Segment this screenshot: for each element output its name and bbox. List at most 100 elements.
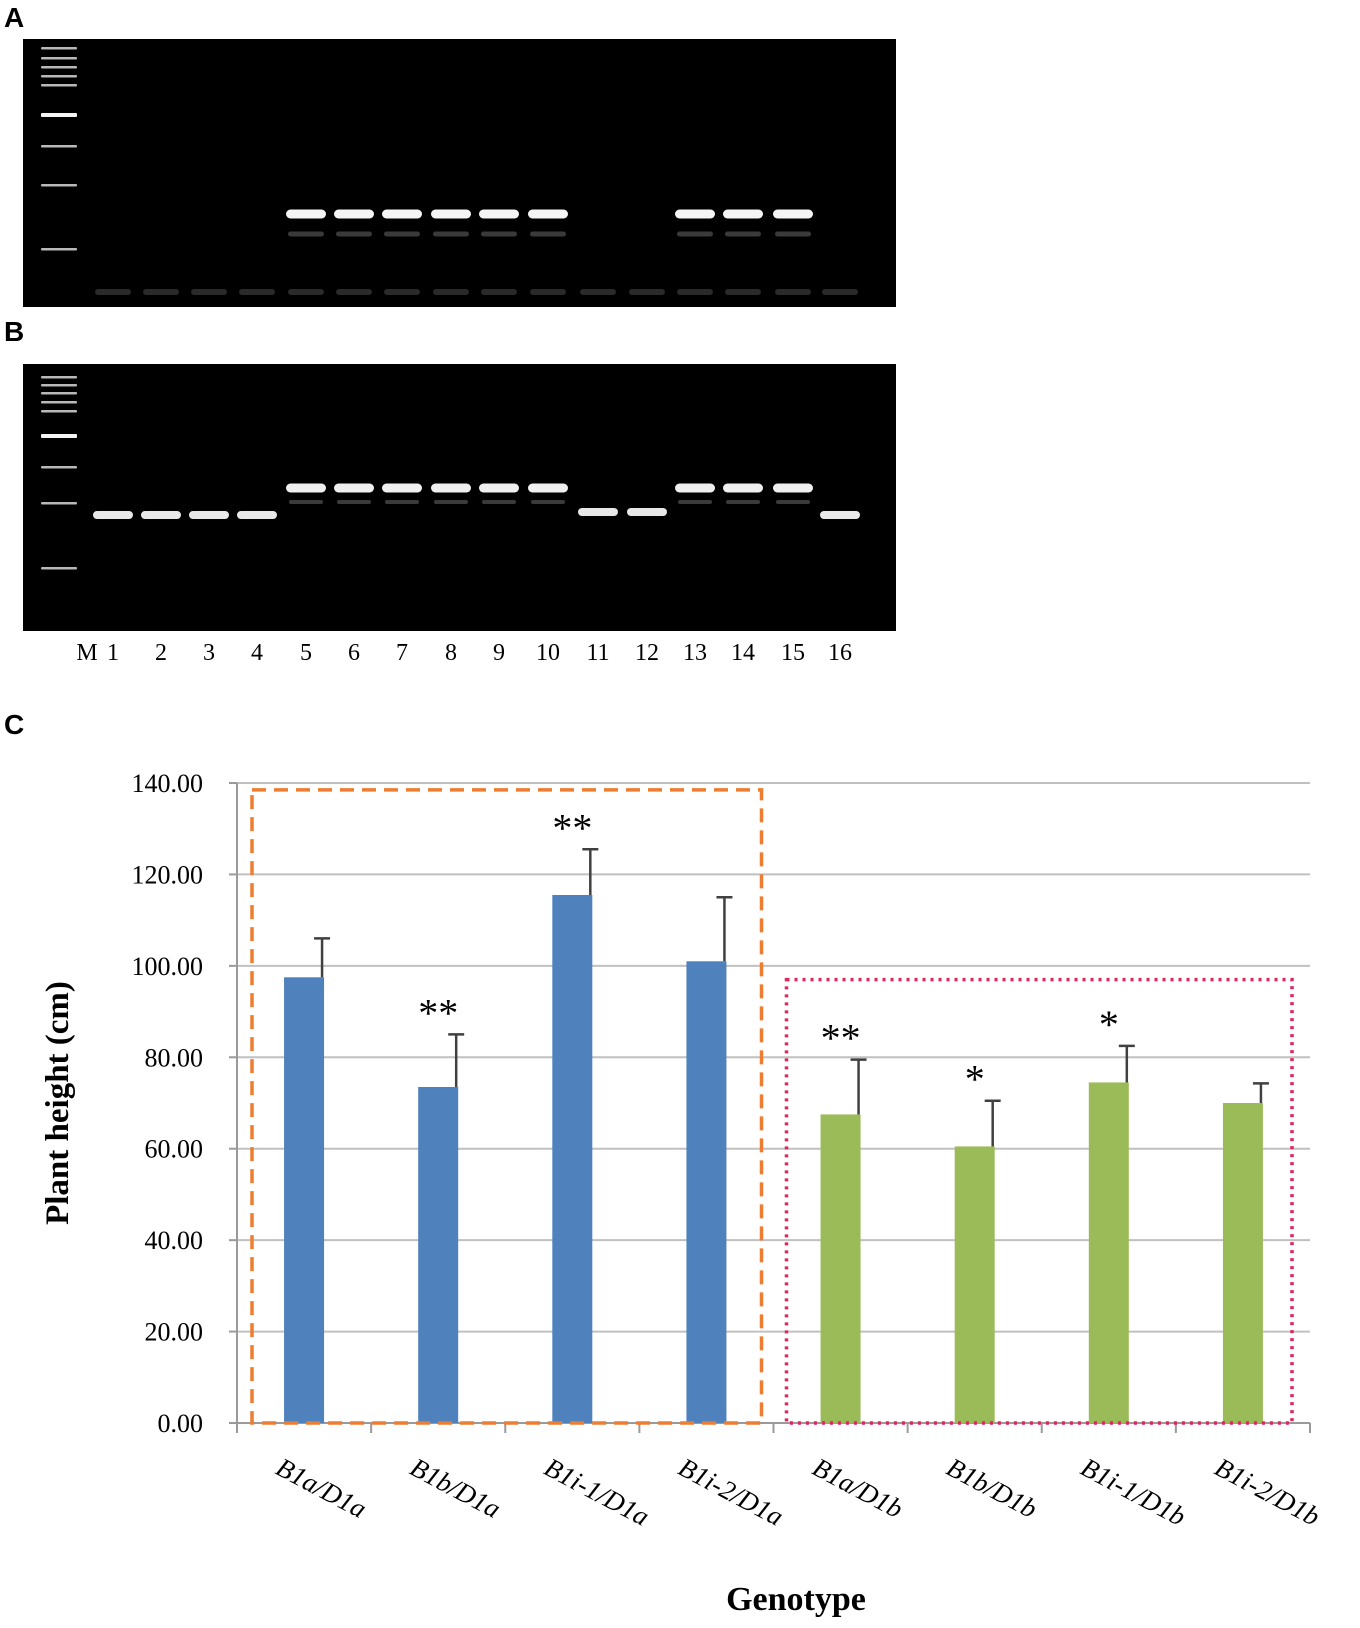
primer-dimer-band [481, 289, 517, 295]
primer-dimer-band [629, 289, 665, 295]
ladder-band [41, 502, 77, 505]
bar [418, 1087, 459, 1423]
faint-band [289, 500, 323, 504]
lane-label: 4 [251, 640, 263, 666]
lane-label: 10 [536, 640, 560, 666]
primer-dimer-band [288, 289, 324, 295]
faint-band [775, 231, 811, 237]
primer-dimer-band [433, 289, 469, 295]
ladder-band [41, 66, 77, 69]
lane-label: 16 [828, 640, 852, 666]
bar [284, 977, 325, 1423]
pcr-band [820, 511, 860, 519]
pcr-band [627, 508, 667, 516]
faint-band [776, 500, 810, 504]
lane-label: 12 [635, 640, 659, 666]
significance-mark: ** [821, 1016, 861, 1061]
primer-dimer-band [822, 289, 858, 295]
ladder-band [41, 410, 77, 413]
y-tick-label: 40.00 [145, 1226, 204, 1255]
ladder-band [41, 47, 77, 50]
faint-band [384, 231, 420, 237]
pcr-band [675, 483, 715, 493]
x-tick-label: B1i-1/D1a [539, 1452, 654, 1532]
pcr-band [141, 511, 181, 519]
x-axis-title: Genotype [726, 1581, 866, 1618]
faint-band [434, 500, 468, 504]
significance-mark: ** [418, 990, 458, 1035]
pcr-band [773, 483, 813, 493]
x-tick-label: B1b/D1b [942, 1452, 1042, 1524]
bar [1088, 1082, 1129, 1423]
y-tick-label: 60.00 [145, 1135, 204, 1164]
y-axis-title: Plant height (cm) [40, 981, 76, 1225]
primer-dimer-band [143, 289, 179, 295]
significance-mark: * [965, 1057, 985, 1102]
pcr-band [382, 209, 422, 219]
lane-label: 9 [493, 640, 505, 666]
pcr-band [431, 209, 471, 219]
pcr-band [479, 209, 519, 219]
pcr-band [723, 483, 763, 493]
lane-label: 2 [155, 640, 167, 666]
primer-dimer-band [530, 289, 566, 295]
pcr-band [334, 483, 374, 493]
primer-dimer-band [775, 289, 811, 295]
lane-label: 7 [396, 640, 408, 666]
ladder-band [41, 248, 77, 251]
pcr-band [431, 483, 471, 493]
bar [954, 1146, 995, 1423]
panel-label-c: C [4, 709, 25, 740]
faint-band [482, 500, 516, 504]
pcr-band [528, 483, 568, 493]
y-tick-label: 140.00 [132, 769, 204, 798]
pcr-band [286, 483, 326, 493]
y-tick-label: 20.00 [145, 1318, 204, 1347]
ladder-band [41, 84, 77, 87]
bar-chart: 0.00 20.00 40.00 60.00 80.00 100.00 120.00 140.… [40, 769, 1325, 1618]
pcr-band [479, 483, 519, 493]
faint-band [726, 500, 760, 504]
gel-image-b [23, 364, 896, 631]
faint-band [677, 231, 713, 237]
x-tick-label: B1a/D1b [808, 1452, 908, 1524]
ladder-band [41, 384, 77, 387]
primer-dimer-band [677, 289, 713, 295]
pcr-band [286, 209, 326, 219]
lane-label: 15 [781, 640, 805, 666]
y-tick-label: 100.00 [132, 952, 204, 981]
pcr-band [723, 209, 763, 219]
ladder-band [41, 434, 77, 438]
x-tick-label: B1i-2/D1b [1210, 1452, 1325, 1532]
gel-a-svg [41, 47, 858, 295]
pcr-band [93, 511, 133, 519]
faint-band [385, 500, 419, 504]
primer-dimer-band [384, 289, 420, 295]
ladder-band [41, 75, 77, 78]
faint-band [530, 231, 566, 237]
primer-dimer-band [95, 289, 131, 295]
lane-label: 6 [348, 640, 360, 666]
primer-dimer-band [239, 289, 275, 295]
bar [1222, 1103, 1263, 1423]
lane-label: 14 [731, 640, 755, 666]
faint-band [433, 231, 469, 237]
ladder-band [41, 392, 77, 395]
x-tick-label: B1i-1/D1b [1076, 1452, 1191, 1532]
gel-b-svg [41, 376, 860, 570]
primer-dimer-band [336, 289, 372, 295]
pcr-band [189, 511, 229, 519]
lane-label: 3 [203, 640, 215, 666]
pcr-band [334, 209, 374, 219]
ladder-band [41, 184, 77, 187]
lane-label: 11 [586, 640, 610, 666]
bar [552, 895, 593, 1423]
ladder-band [41, 567, 77, 570]
significance-mark: ** [552, 805, 592, 850]
pcr-band [578, 508, 618, 516]
ladder-band [41, 401, 77, 404]
bar [686, 961, 727, 1423]
pcr-band [773, 209, 813, 219]
primer-dimer-band [580, 289, 616, 295]
primer-dimer-band [191, 289, 227, 295]
